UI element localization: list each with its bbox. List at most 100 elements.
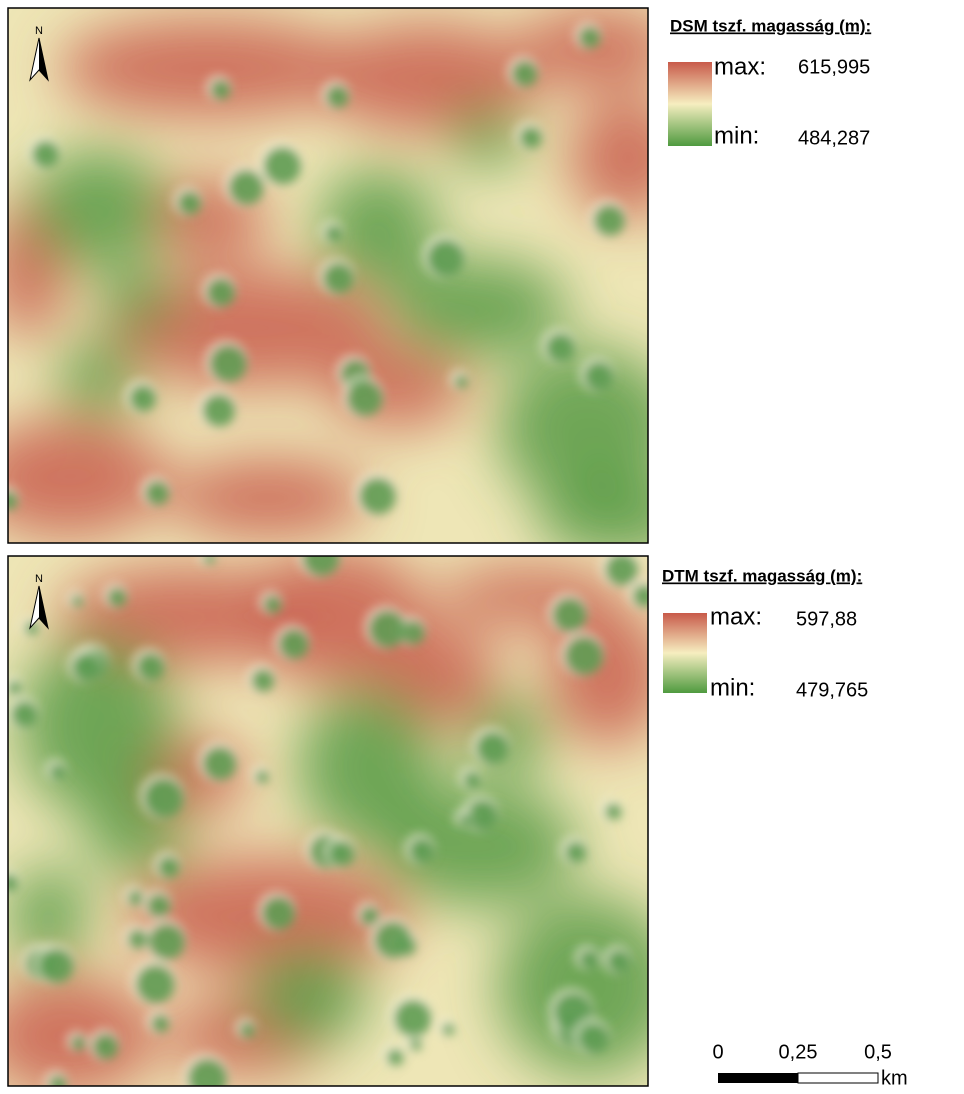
scale-bar xyxy=(798,1073,878,1083)
pit xyxy=(151,1014,170,1033)
pit xyxy=(50,763,66,779)
pit xyxy=(263,147,301,185)
legend-max-value: 597,88 xyxy=(796,608,857,630)
pit xyxy=(564,636,603,675)
pit xyxy=(374,921,411,958)
pit xyxy=(144,778,184,818)
pit xyxy=(147,894,171,918)
pit xyxy=(92,1033,118,1059)
pit xyxy=(346,380,383,417)
scale-label: 0 xyxy=(712,1041,723,1063)
pit xyxy=(71,1035,87,1051)
low-ground xyxy=(98,268,178,328)
low-ground xyxy=(538,478,698,558)
low-ground xyxy=(58,338,138,418)
pit xyxy=(255,770,269,784)
legend-max-label: max: xyxy=(714,53,766,80)
pit xyxy=(607,950,631,974)
color-ramp xyxy=(668,62,712,146)
scale-bar xyxy=(718,1073,798,1083)
pit xyxy=(8,681,22,695)
pit xyxy=(427,239,465,277)
pit xyxy=(136,964,175,1003)
pit xyxy=(251,669,274,692)
pit xyxy=(263,595,282,614)
pit xyxy=(593,204,625,236)
pit xyxy=(552,597,587,632)
pit xyxy=(409,838,434,863)
pit xyxy=(72,653,101,682)
dsm-map xyxy=(0,8,698,558)
pit xyxy=(512,61,538,87)
pit xyxy=(454,375,468,389)
pit xyxy=(178,191,202,215)
north-label: N xyxy=(35,573,43,585)
pit xyxy=(605,803,622,820)
pit xyxy=(128,929,148,949)
pit xyxy=(149,923,186,960)
high-ground xyxy=(168,458,368,538)
pit xyxy=(387,1049,404,1066)
pit xyxy=(545,333,575,363)
pit xyxy=(39,948,74,983)
pit xyxy=(229,170,264,205)
pit xyxy=(605,553,638,586)
figure: N N DSM tszf. magasság (m): max: 615,995… xyxy=(0,0,964,1089)
dtm-map xyxy=(0,534,678,1089)
pit xyxy=(459,814,472,827)
low-ground xyxy=(248,946,368,1046)
pit xyxy=(0,874,18,892)
pit xyxy=(202,746,236,780)
pit xyxy=(71,595,83,607)
pit xyxy=(326,85,349,108)
pit xyxy=(203,552,215,564)
pit xyxy=(329,841,355,867)
pit xyxy=(578,1023,609,1054)
legend-min-label: min: xyxy=(714,122,759,149)
legend-min-value: 484,287 xyxy=(798,127,870,149)
pit xyxy=(579,26,601,48)
legend-max-label: max: xyxy=(710,603,762,630)
pit xyxy=(359,477,396,514)
high-ground xyxy=(58,18,358,118)
color-ramp xyxy=(663,613,707,693)
pit xyxy=(565,841,587,863)
pit xyxy=(302,539,340,577)
scale-unit: km xyxy=(881,1067,908,1089)
scale-label: 0,5 xyxy=(864,1041,892,1063)
pit xyxy=(632,584,656,608)
legend-max-value: 615,995 xyxy=(798,56,870,78)
pit xyxy=(394,999,432,1037)
pit xyxy=(128,890,144,906)
pit xyxy=(137,653,165,681)
pit xyxy=(210,79,230,99)
pit xyxy=(202,394,235,427)
legend-title: DTM tszf. magasság (m): xyxy=(662,566,862,585)
pit xyxy=(463,771,481,789)
pit xyxy=(145,481,170,506)
pit xyxy=(107,588,127,608)
pit xyxy=(584,361,614,391)
pit xyxy=(279,629,310,660)
pit xyxy=(206,278,235,307)
legend-min-value: 479,765 xyxy=(796,679,868,701)
pit xyxy=(32,140,60,168)
pit xyxy=(579,950,599,970)
high-ground xyxy=(518,8,678,88)
pit xyxy=(325,225,342,242)
pit xyxy=(158,856,180,878)
legend-min-label: min: xyxy=(710,674,755,701)
pit xyxy=(11,701,38,728)
pit xyxy=(209,345,247,383)
pit xyxy=(442,1023,455,1036)
pit xyxy=(369,610,407,648)
pit xyxy=(129,385,156,412)
pit xyxy=(476,732,509,765)
pit xyxy=(323,263,354,294)
pit xyxy=(519,126,541,148)
north-label: N xyxy=(35,25,43,37)
pit xyxy=(409,1038,422,1051)
scale-label: 0,25 xyxy=(779,1041,818,1063)
legend-title: DSM tszf. magasság (m): xyxy=(670,16,871,35)
pit xyxy=(240,1022,255,1037)
